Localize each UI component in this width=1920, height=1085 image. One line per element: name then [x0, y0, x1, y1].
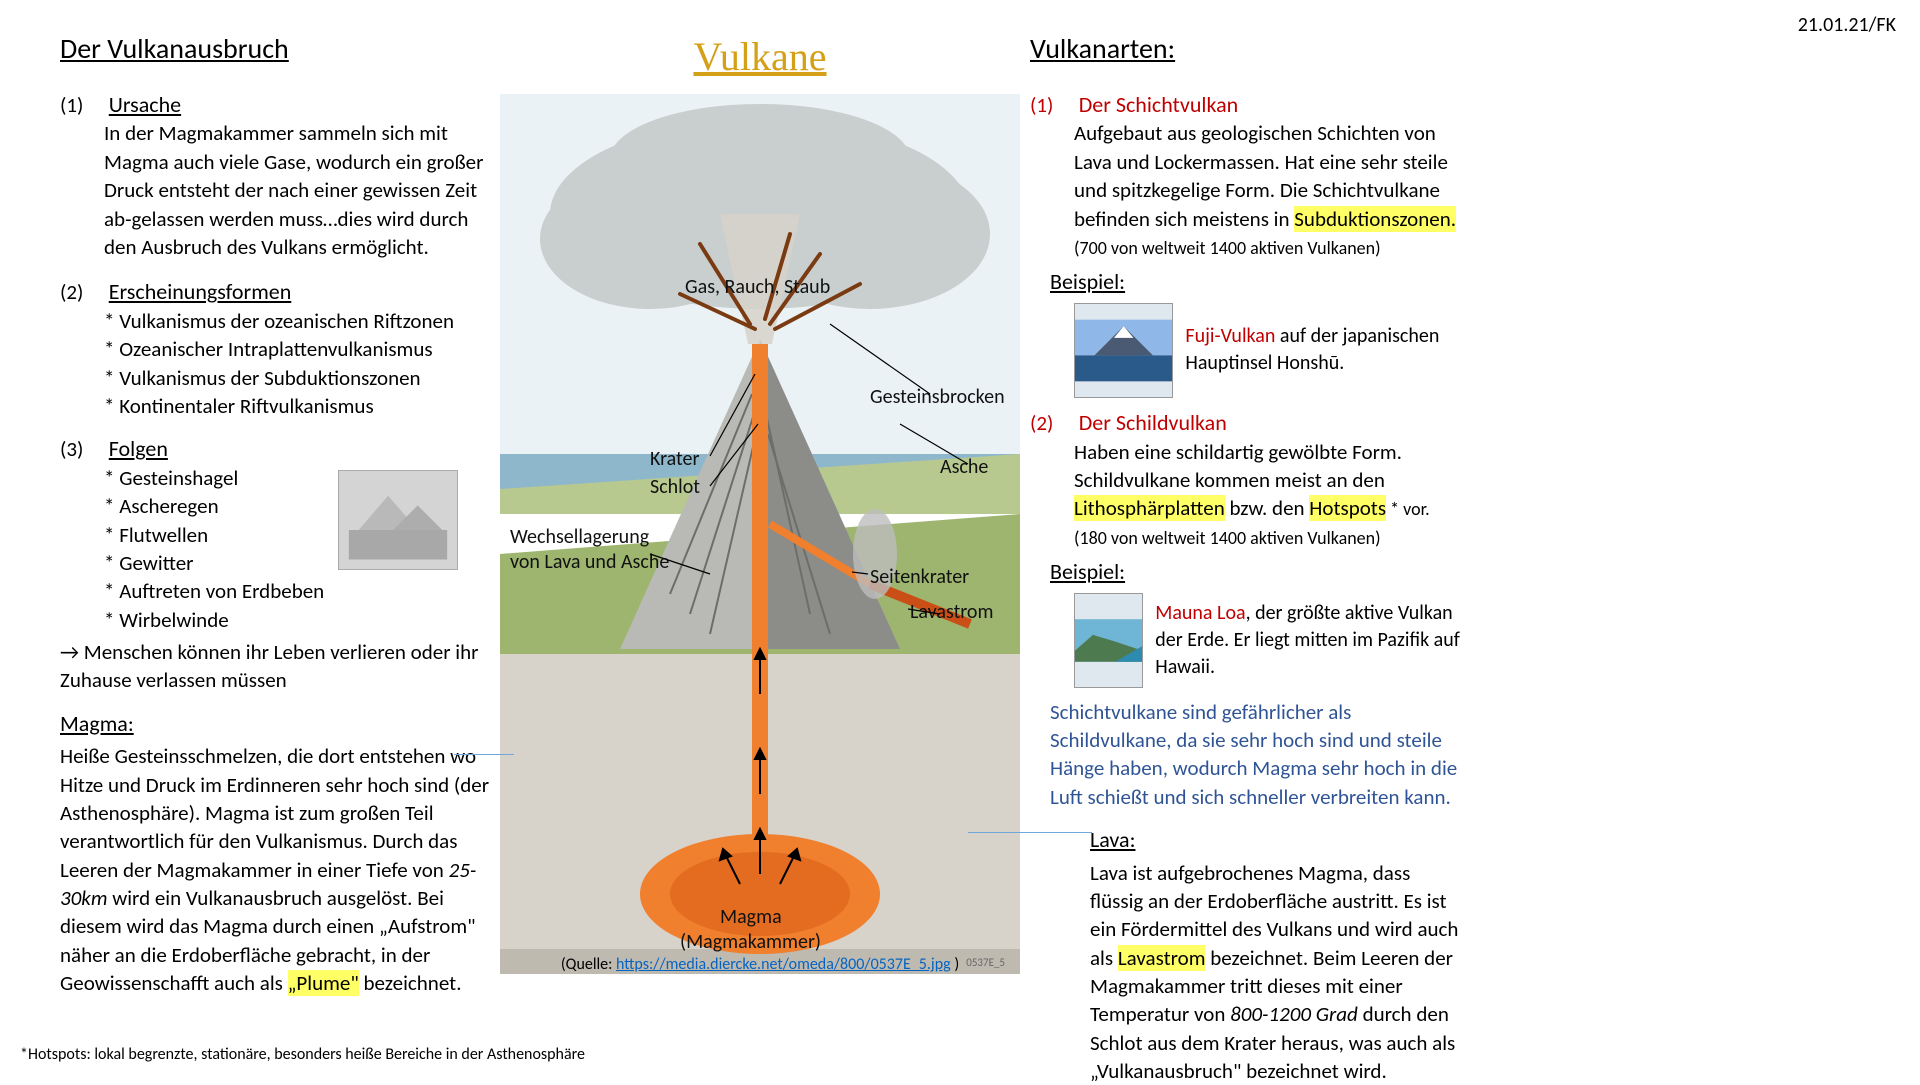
s2-hl1: Lithosphärplatten	[1074, 495, 1225, 521]
lava-block: Lava: Lava ist aufgebrochenes Magma, das…	[1090, 825, 1460, 1085]
page-title: Vulkane	[500, 30, 1020, 84]
label-gas: Gas, Rauch, Staub	[685, 274, 830, 301]
sec1-body: In der Magmakammer sammeln sich mit Magm…	[104, 119, 490, 261]
s1-pb: (700 von weltweit 1400 aktiven Vulkanen)	[1074, 237, 1381, 259]
label-lavastrom: Lavastrom	[910, 599, 993, 626]
sec3-after: → Menschen können ihr Leben verlieren od…	[60, 638, 490, 695]
magma-p1: Heiße Gesteinsschmelzen, die dort entste…	[60, 743, 489, 882]
magma-block: Magma: Heiße Gesteinsschmelzen, die dort…	[60, 709, 490, 998]
right-column: Vulkanarten: (1) Der Schichtvulkan Aufge…	[1030, 30, 1460, 1085]
section-folgen: (3) Folgen * Gesteinshagel * Ascheregen …	[60, 434, 490, 694]
src-pre: (Quelle:	[561, 955, 616, 974]
label-schlot: Schlot	[650, 474, 700, 501]
lava-text: Lava ist aufgebrochenes Magma, dass flüs…	[1090, 859, 1460, 1085]
sec3-b0: * Gesteinshagel	[104, 464, 324, 492]
label-asche: Asche	[940, 454, 988, 481]
sec1-num: (1)	[60, 91, 104, 119]
s2-pb: bzw. den	[1225, 495, 1310, 521]
section-ursache: (1) Ursache In der Magmakammer sammeln s…	[60, 90, 490, 261]
maunaloa-image	[1074, 593, 1143, 688]
sec2-b2: * Vulkanismus der Subduktionszonen	[104, 364, 490, 392]
section-schicht: (1) Der Schichtvulkan Aufgebaut aus geol…	[1030, 90, 1460, 398]
s2-ex-label: Beispiel:	[1050, 557, 1460, 587]
label-wechsel-b: von Lava und Asche	[510, 549, 669, 576]
sec3-b1: * Ascheregen	[104, 492, 324, 520]
lava-hl: Lavastrom	[1118, 945, 1206, 971]
sec2-b1: * Ozeanischer Intraplattenvulkanismus	[104, 335, 490, 363]
fuji-image	[1074, 303, 1173, 398]
lava-head: Lava:	[1090, 825, 1460, 855]
volcano-diagram: 0537E_5 Gas, Rauch, Staub Gesteinsbrocke…	[500, 94, 1020, 974]
s2-ex-name: Mauna Loa	[1155, 601, 1245, 625]
magma-p3: bezeichnet.	[359, 970, 462, 996]
sec3-b5: * Wirbelwinde	[104, 606, 324, 634]
section-schild: (2) Der Schildvulkan Haben eine schildar…	[1030, 408, 1460, 688]
label-seiten: Seitenkrater	[870, 564, 969, 591]
label-brocken: Gesteinsbrocken	[870, 384, 1005, 411]
s1-ex-label: Beispiel:	[1050, 267, 1460, 297]
sec1-head: Ursache	[109, 91, 181, 118]
magma-hl: „Plume"	[288, 970, 359, 996]
label-magma-b: (Magmakammer)	[680, 929, 821, 956]
center-column: Vulkane	[500, 30, 1020, 950]
magma-head: Magma:	[60, 709, 490, 739]
left-heading: Der Vulkanausbruch	[60, 30, 490, 68]
connector-left	[454, 754, 514, 755]
s2-example: Mauna Loa, der größte aktive Vulkan der …	[1074, 593, 1460, 688]
src-post: )	[951, 955, 959, 974]
s2-num: (2)	[1030, 409, 1074, 437]
sec2-b3: * Kontinentaler Riftvulkanismus	[104, 392, 490, 420]
section-formen: (2) Erscheinungsformen * Vulkanismus der…	[60, 277, 490, 420]
label-magma-a: Magma	[720, 904, 782, 931]
folgen-image	[338, 470, 458, 570]
s1-hl: Subduktionszonen.	[1294, 206, 1456, 232]
sec3-num: (3)	[60, 435, 104, 463]
label-wechsel-a: Wechsellagerung	[510, 524, 649, 551]
right-heading: Vulkanarten:	[1030, 30, 1460, 68]
s2-body: Haben eine schildartig gewölbte Form. Sc…	[1074, 438, 1460, 551]
sec3-b4: * Auftreten von Erdbeben	[104, 577, 324, 605]
footnote-hotspots: *Hotspots: lokal begrenzte, stationäre, …	[20, 1044, 585, 1066]
label-krater: Krater	[650, 446, 699, 473]
s1-head: Der Schichtvulkan	[1079, 91, 1238, 118]
s2-hl2: Hotspots	[1309, 495, 1386, 521]
sec2-head: Erscheinungsformen	[109, 278, 292, 305]
sec3-b3: * Gewitter	[104, 549, 324, 577]
sec3-head: Folgen	[109, 435, 168, 462]
date-tag: 21.01.21/FK	[1798, 12, 1896, 39]
magma-text: Heiße Gesteinsschmelzen, die dort entste…	[60, 742, 490, 997]
s2-head: Der Schildvulkan	[1079, 409, 1227, 436]
diagram-source: (Quelle: https://media.diercke.net/omeda…	[500, 954, 1020, 976]
src-link[interactable]: https://media.diercke.net/omeda/800/0537…	[616, 955, 951, 974]
s1-ex-name: Fuji-Vulkan	[1185, 324, 1275, 348]
s1-num: (1)	[1030, 91, 1074, 119]
s2-pa: Haben eine schildartig gewölbte Form. Sc…	[1074, 439, 1402, 493]
blue-note: Schichtvulkane sind gefährlicher als Sch…	[1050, 698, 1460, 811]
sec3-b2: * Flutwellen	[104, 521, 324, 549]
s1-body: Aufgebaut aus geologischen Schichten von…	[1074, 119, 1460, 261]
sec2-num: (2)	[60, 278, 104, 306]
s1-example: Fuji-Vulkan auf der japanischen Hauptins…	[1074, 303, 1460, 398]
left-column: Der Vulkanausbruch (1) Ursache In der Ma…	[60, 30, 490, 997]
lava-em: 800-1200 Grad	[1230, 1001, 1358, 1027]
sec2-b0: * Vulkanismus der ozeanischen Riftzonen	[104, 307, 490, 335]
